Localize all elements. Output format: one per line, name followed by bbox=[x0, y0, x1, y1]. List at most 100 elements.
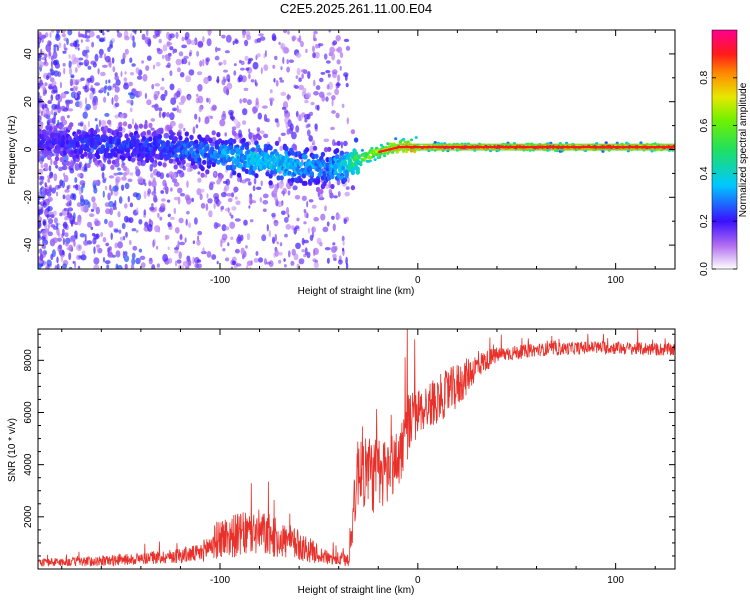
heatmap-cell bbox=[550, 145, 553, 149]
heatmap-cell bbox=[532, 149, 535, 151]
heatmap-cell bbox=[69, 168, 75, 174]
heatmap-cell bbox=[544, 143, 547, 145]
heatmap-cell bbox=[197, 171, 201, 175]
heatmap-cell bbox=[173, 153, 178, 159]
heatmap-cell bbox=[315, 85, 321, 91]
heatmap-cell bbox=[223, 69, 228, 73]
heatmap-cell bbox=[138, 219, 143, 225]
heatmap-cell bbox=[586, 145, 589, 149]
heatmap-cell bbox=[663, 149, 666, 151]
heatmap-cell bbox=[174, 227, 180, 234]
heatmap-cell bbox=[234, 248, 240, 254]
heatmap-cell bbox=[190, 39, 196, 46]
heatmap-cell bbox=[241, 137, 246, 143]
heatmap-cell bbox=[244, 141, 250, 147]
heatmap-cell bbox=[335, 35, 341, 42]
heatmap-cell bbox=[591, 149, 595, 151]
heatmap-cell bbox=[76, 129, 82, 135]
heatmap-cell bbox=[116, 32, 123, 38]
heatmap-cell bbox=[392, 145, 395, 147]
heatmap-cell bbox=[135, 133, 140, 139]
heatmap-cell bbox=[114, 75, 120, 81]
heatmap-cell bbox=[87, 65, 92, 70]
heatmap-cell bbox=[192, 256, 195, 265]
heatmap-cell bbox=[599, 145, 602, 149]
heatmap-cell bbox=[617, 145, 620, 149]
heatmap-cell bbox=[199, 193, 203, 201]
heatmap-cell bbox=[105, 55, 111, 63]
heatmap-cell bbox=[58, 124, 63, 130]
heatmap-cell bbox=[155, 245, 159, 250]
heatmap-cell bbox=[235, 263, 242, 267]
heatmap-cell bbox=[415, 145, 418, 149]
heatmap-cell bbox=[502, 145, 506, 149]
snr-ytick-label: 6000 bbox=[23, 401, 34, 424]
heatmap-cell bbox=[173, 136, 178, 142]
heatmap-cell bbox=[60, 92, 67, 99]
heatmap-cell bbox=[597, 143, 600, 145]
heatmap-cell bbox=[88, 151, 93, 157]
heatmap-cell bbox=[130, 72, 134, 76]
heatmap-cell bbox=[453, 145, 456, 149]
heatmap-cell bbox=[133, 124, 139, 130]
heatmap-cell bbox=[61, 33, 66, 38]
heatmap-cell bbox=[262, 200, 269, 205]
heatmap-cell bbox=[601, 143, 604, 145]
heatmap-cell bbox=[603, 143, 606, 145]
colorbar-tick-label: 0.6 bbox=[699, 118, 710, 132]
heatmap-cell bbox=[311, 226, 317, 233]
heatmap-cell bbox=[89, 75, 95, 84]
heatmap-cell bbox=[65, 237, 71, 244]
heatmap-cell bbox=[246, 34, 252, 41]
heatmap-cell bbox=[245, 67, 250, 71]
heatmap-cell bbox=[197, 230, 203, 236]
heatmap-cell bbox=[568, 145, 571, 149]
heatmap-cell bbox=[58, 42, 62, 49]
heatmap-cell bbox=[272, 239, 275, 244]
heatmap-cell bbox=[102, 178, 106, 184]
heatmap-cell bbox=[246, 264, 249, 269]
heatmap-cell bbox=[607, 143, 610, 145]
heatmap-cell bbox=[75, 184, 79, 191]
heatmap-cell bbox=[42, 129, 47, 135]
heatmap-cell bbox=[631, 143, 634, 145]
heatmap-cell bbox=[155, 61, 161, 67]
heatmap-cell bbox=[42, 104, 45, 110]
heatmap-cell bbox=[595, 145, 599, 149]
colorbar-tick-label: 0.2 bbox=[699, 214, 710, 228]
heatmap-cell bbox=[197, 71, 203, 76]
heatmap-cell bbox=[123, 83, 129, 90]
heatmap-cell bbox=[143, 178, 146, 184]
heatmap-cell bbox=[406, 145, 409, 149]
heatmap-cell bbox=[218, 200, 222, 205]
heatmap-cell bbox=[79, 233, 86, 238]
heatmap-cell bbox=[345, 256, 348, 265]
heatmap-cell bbox=[281, 210, 286, 216]
heatmap-cell bbox=[287, 119, 292, 128]
heatmap-cell bbox=[483, 143, 486, 145]
heatmap-cell bbox=[564, 143, 567, 145]
heatmap-ytick-label: -20 bbox=[23, 190, 34, 205]
heatmap-xtick-label: -100 bbox=[210, 275, 230, 286]
heatmap-cell bbox=[279, 242, 283, 247]
heatmap-cell bbox=[398, 145, 401, 149]
heatmap-cell bbox=[114, 102, 120, 108]
heatmap-cell bbox=[621, 143, 624, 145]
heatmap-cell bbox=[224, 184, 230, 191]
heatmap-cell bbox=[257, 135, 262, 141]
heatmap-cell bbox=[467, 143, 470, 145]
heatmap-cell bbox=[49, 32, 52, 38]
snr-ytick-label: 2000 bbox=[23, 505, 34, 528]
heatmap-cell bbox=[659, 145, 662, 149]
heatmap-cell bbox=[39, 103, 43, 108]
heatmap-cell bbox=[149, 206, 155, 211]
heatmap-cell bbox=[122, 172, 127, 177]
heatmap-cell bbox=[141, 60, 145, 64]
heatmap-cell bbox=[493, 149, 496, 151]
heatmap-cell bbox=[159, 128, 164, 135]
heatmap-cell bbox=[313, 247, 319, 255]
heatmap-cell bbox=[221, 113, 227, 121]
heatmap-cell bbox=[327, 73, 331, 78]
snr-xtick-label: -100 bbox=[210, 575, 230, 586]
heatmap-cell bbox=[188, 69, 195, 76]
